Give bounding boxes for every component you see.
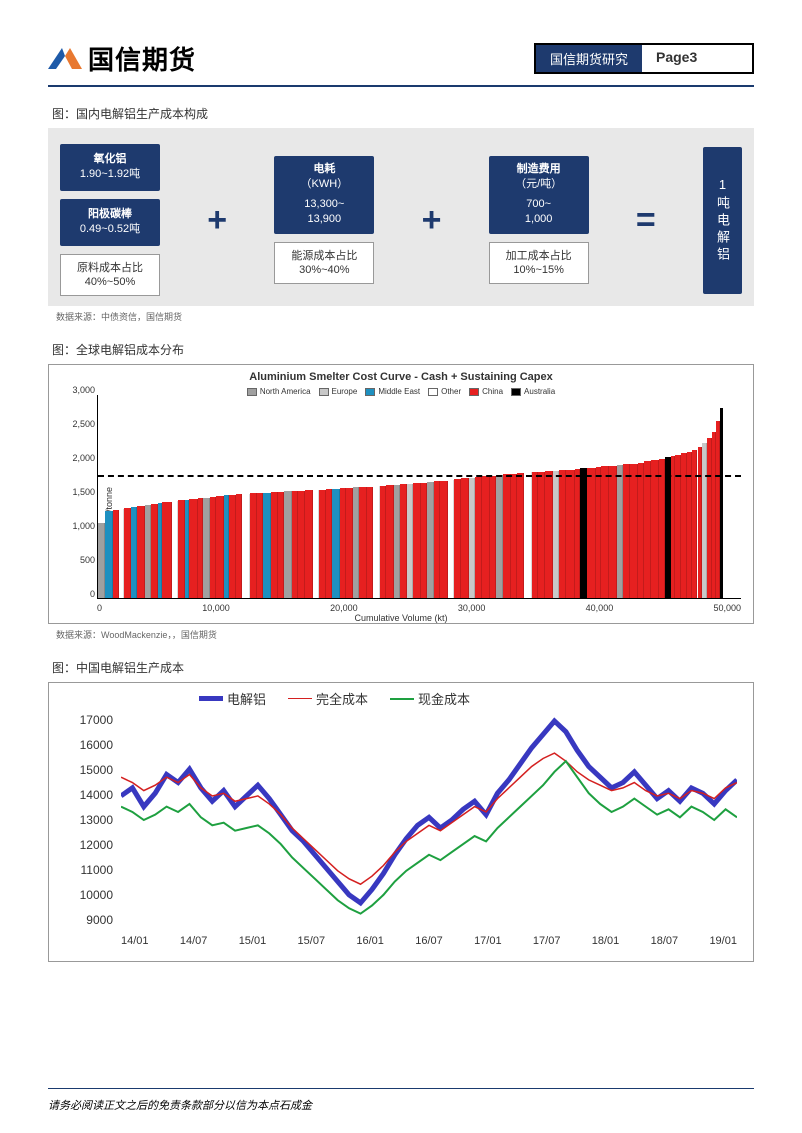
- fig1-source: 数据来源：中债资信，国信期货: [56, 310, 754, 323]
- line-plot: [121, 713, 737, 927]
- plus-icon: +: [207, 201, 227, 240]
- x-label: Cumulative Volume (kt): [354, 613, 447, 623]
- anode-box: 阳极碳棒 0.49~0.52吨: [60, 199, 160, 246]
- line-legend: 电解铝完全成本现金成本: [199, 689, 470, 708]
- plus-icon: +: [422, 201, 442, 240]
- china-cost-chart: 电解铝完全成本现金成本 1700016000150001400013000120…: [48, 682, 754, 962]
- brand-text: 国信期货: [88, 40, 196, 77]
- research-badge: 国信期货研究: [536, 45, 642, 72]
- fig1-title: 图：国内电解铝生产成本构成: [52, 105, 754, 122]
- line-y-axis: 1700016000150001400013000120001100010000…: [69, 713, 113, 927]
- cost-curve-chart: Aluminium Smelter Cost Curve - Cash + Su…: [48, 364, 754, 624]
- energy-pct: 能源成本占比 30%~40%: [274, 242, 374, 285]
- curve-x-axis: 010,00020,00030,00040,00050,000: [97, 603, 741, 613]
- header-right: 国信期货研究 Page3: [534, 43, 754, 74]
- logo: 国信期货: [48, 40, 196, 77]
- material-pct: 原料成本占比 40%~50%: [60, 254, 160, 297]
- line-svg: [121, 713, 737, 927]
- curve-y-axis: 3,0002,5002,0001,5001,0005000: [57, 385, 95, 599]
- fig2-source: 数据来源：WoodMackenzie，，国信期货: [56, 628, 754, 641]
- logo-icon: [48, 44, 82, 74]
- equals-icon: =: [636, 201, 656, 240]
- curve-plot: $/tonne: [97, 395, 741, 599]
- process-pct: 加工成本占比 10%~15%: [489, 242, 589, 285]
- power-box: 电耗 （KWH） 13,300~ 13,900: [274, 156, 374, 234]
- cost-diagram: 氧化铝 1.90~1.92吨 阳极碳棒 0.49~0.52吨 原料成本占比 40…: [48, 128, 754, 306]
- line-x-axis: 14/0114/0715/0115/0716/0116/0717/0117/07…: [121, 935, 737, 947]
- result-box: 1吨电解铝: [703, 147, 742, 294]
- page-footer: 请务必阅读正文之后的免责条款部分以信为本点石成金: [48, 1088, 754, 1113]
- fig2-title: 图：全球电解铝成本分布: [52, 341, 754, 358]
- curve-title: Aluminium Smelter Cost Curve - Cash + Su…: [49, 365, 753, 383]
- page-header: 国信期货 国信期货研究 Page3: [48, 40, 754, 87]
- mfg-box: 制造费用 （元/吨） 700~ 1,000: [489, 156, 589, 234]
- page-number: Page3: [642, 45, 752, 72]
- fig3-title: 图：中国电解铝生产成本: [52, 659, 754, 676]
- alumina-box: 氧化铝 1.90~1.92吨: [60, 144, 160, 191]
